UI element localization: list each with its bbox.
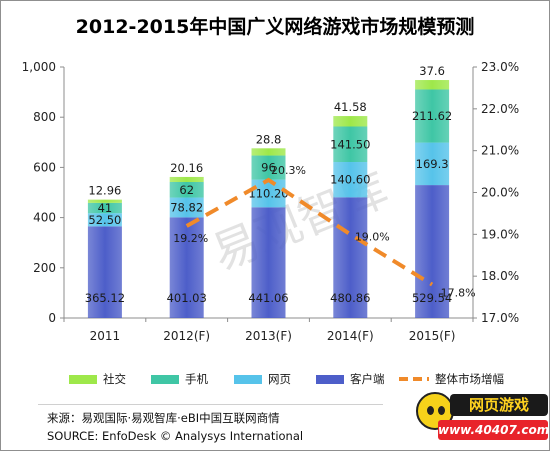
bar-segment xyxy=(333,197,368,318)
bar-value-label: 37.6 xyxy=(419,64,445,78)
bar-segment xyxy=(415,142,450,186)
footer-divider xyxy=(38,404,383,405)
growth-label: 19.0% xyxy=(355,230,390,243)
bar-value-label: 20.16 xyxy=(170,161,203,175)
bar-segment xyxy=(251,155,286,180)
x-tick-label: 2013(F) xyxy=(245,329,292,343)
legend-label: 客户端 xyxy=(350,372,385,386)
legend-swatch xyxy=(151,375,179,384)
y-left-tick-label: 1,000 xyxy=(22,60,56,74)
y-right-tick-label: 17.0% xyxy=(481,311,519,325)
bar-value-label: 480.86 xyxy=(330,291,370,305)
bar-segment xyxy=(87,226,122,318)
legend-label: 手机 xyxy=(185,372,208,386)
bar-value-label: 401.03 xyxy=(167,291,207,305)
bar-value-label: 62 xyxy=(179,183,194,197)
x-tick-label: 2014(F) xyxy=(327,329,374,343)
source-cn: 来源：易观国际·易观智库·eBI中国互联网商情 xyxy=(47,411,280,425)
bar-segment xyxy=(333,126,368,163)
chart-title: 2012-2015年中国广义网络游戏市场规模预测 xyxy=(75,16,475,38)
bar-segment xyxy=(415,89,450,143)
bar-segment xyxy=(87,202,122,214)
legend-swatch xyxy=(69,375,97,384)
bar-value-label: 41 xyxy=(98,201,113,215)
legend-label: 社交 xyxy=(103,372,126,386)
bar-segment xyxy=(333,162,368,198)
bar-value-label: 169.3 xyxy=(416,157,449,171)
x-tick-label: 2015(F) xyxy=(409,329,456,343)
bar-value-label: 78.82 xyxy=(170,200,203,214)
bar-segment xyxy=(169,181,204,198)
logo-url: www.40407.com xyxy=(438,420,549,440)
bar-segment xyxy=(333,116,368,127)
bar-segment xyxy=(87,199,122,203)
y-right-tick-label: 18.0% xyxy=(481,269,519,283)
bar-value-label: 52.50 xyxy=(88,213,121,227)
y-left-tick-label: 0 xyxy=(48,311,56,325)
bar-value-label: 12.96 xyxy=(88,184,121,198)
bar-value-label: 140.60 xyxy=(330,173,370,187)
y-right-tick-label: 21.0% xyxy=(481,144,519,158)
y-right-tick-label: 22.0% xyxy=(481,102,519,116)
bar-segment xyxy=(87,213,122,227)
logo-text: 网页游戏 xyxy=(450,394,548,416)
bar-segment xyxy=(169,197,204,218)
bar-value-label: 529.54 xyxy=(412,291,452,305)
y-right-tick-label: 23.0% xyxy=(481,60,519,74)
y-right-tick-label: 20.0% xyxy=(481,186,519,200)
legend-label: 整体市场增幅 xyxy=(435,372,504,386)
growth-label: 20.3% xyxy=(271,164,306,177)
bar-value-label: 141.50 xyxy=(330,137,370,151)
bar-segment xyxy=(169,217,204,318)
bar-segment xyxy=(251,148,286,156)
x-tick-label: 2012(F) xyxy=(163,329,210,343)
bar-segment xyxy=(169,176,204,182)
bar-value-label: 96 xyxy=(261,161,276,175)
y-left-tick-label: 400 xyxy=(33,211,56,225)
growth-line xyxy=(185,177,434,287)
bar-value-label: 110.20 xyxy=(248,186,288,200)
bar-value-label: 211.62 xyxy=(412,109,452,123)
bar-segment xyxy=(251,207,286,318)
legend-swatch xyxy=(234,375,262,384)
bar-segment xyxy=(415,80,450,90)
y-left-tick-label: 600 xyxy=(33,160,56,174)
source-en: SOURCE: EnfoDesk © Analysys Internationa… xyxy=(47,429,304,443)
bar-value-label: 41.58 xyxy=(334,100,367,114)
y-right-tick-label: 19.0% xyxy=(481,227,519,241)
y-left-tick-label: 200 xyxy=(33,261,56,275)
legend-swatch xyxy=(316,375,344,384)
y-left-tick-label: 800 xyxy=(33,110,56,124)
site-logo: 网页游戏 www.40407.com xyxy=(416,388,549,448)
legend-label: 网页 xyxy=(268,372,291,386)
mascot-icon xyxy=(416,392,454,430)
bar-value-label: 365.12 xyxy=(85,291,125,305)
bar-segment xyxy=(251,179,286,208)
bar-value-label: 441.06 xyxy=(248,291,288,305)
growth-label: 17.8% xyxy=(441,287,476,300)
bar-segment xyxy=(415,185,450,318)
x-tick-label: 2011 xyxy=(90,329,121,343)
bar-value-label: 28.8 xyxy=(256,132,282,146)
growth-label: 19.2% xyxy=(173,232,208,245)
